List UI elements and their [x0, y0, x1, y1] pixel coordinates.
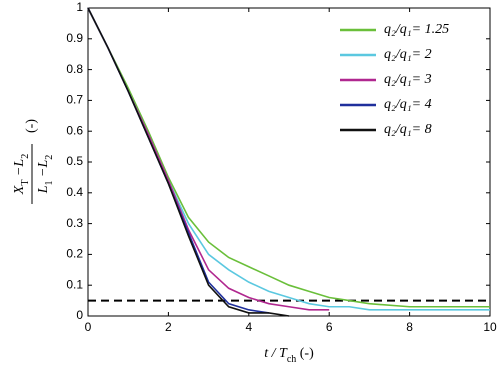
x-tick-label: 8 [406, 320, 413, 334]
label-part: X [12, 185, 27, 195]
x-tick-label: 0 [85, 320, 92, 334]
y-tick-label: 0.6 [66, 123, 83, 137]
label-part: ch [287, 354, 296, 365]
legend-label: q₂/q₁= 3 [384, 72, 432, 87]
y-tick-label: 0.7 [66, 93, 83, 107]
y-tick-label: 0.3 [66, 216, 83, 230]
y-tick-label: 0.2 [66, 247, 83, 261]
series-line [87, 7, 290, 317]
label-part: 2 [44, 155, 55, 160]
label-part: −L [12, 159, 27, 180]
legend-label: q₂/q₁= 1.25 [384, 22, 449, 37]
y-label-denominator: L1 −L2 [36, 155, 55, 195]
y-tick-label: 0.1 [66, 277, 83, 291]
x-tick-label: 2 [165, 320, 172, 334]
legend-label: q₂/q₁= 8 [384, 122, 432, 137]
label-part: −L [36, 160, 51, 181]
label-part: t / T [264, 346, 288, 361]
series-line [87, 7, 490, 308]
label-part: L [36, 185, 51, 194]
x-tick-label: 10 [483, 320, 497, 334]
label-part: T [20, 180, 31, 186]
y-tick-label: 1 [76, 0, 83, 14]
x-tick-label: 6 [326, 320, 333, 334]
legend-label: q₂/q₁= 2 [384, 47, 432, 62]
y-label-numerator: XT −L2 [12, 154, 31, 195]
label-part: (-) [296, 346, 314, 361]
label-part: 1 [44, 180, 55, 185]
y-tick-label: 0.4 [66, 185, 83, 199]
legend-label: q₂/q₁= 4 [384, 97, 432, 112]
y-tick-label: 0.5 [66, 154, 83, 168]
series-line [87, 7, 330, 311]
y-tick-label: 0 [76, 308, 83, 322]
y-tick-label: 0.9 [66, 31, 83, 45]
label-part: 2 [20, 154, 31, 159]
x-tick-label: 4 [245, 320, 252, 334]
y-tick-label: 0.8 [66, 62, 83, 76]
y-label-unit: (-) [24, 119, 39, 133]
series-line [87, 7, 270, 314]
x-axis-label: t / Tch (-) [264, 346, 314, 365]
